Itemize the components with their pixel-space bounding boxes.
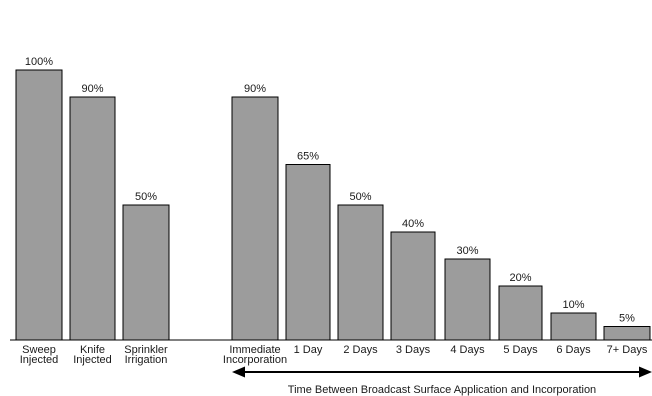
value-label-10: 5% — [619, 313, 635, 325]
bar-6 — [390, 231, 436, 341]
tick-label-2-line-1: Irrigation — [125, 354, 168, 366]
tick-label-7: 4 Days — [450, 344, 485, 356]
tick-label-0-line-1: Injected — [20, 354, 59, 366]
tick-labels-layer: SweepInjectedKnifeInjectedSprinklerIrrig… — [20, 344, 648, 366]
value-label-1: 90% — [81, 83, 103, 95]
value-label-3: 90% — [244, 83, 266, 95]
bar-1 — [69, 96, 116, 341]
tick-label-3-line-0: Immediate — [229, 344, 280, 356]
value-label-0: 100% — [25, 56, 53, 68]
tick-label-1-line-1: Injected — [73, 354, 112, 366]
tick-label-6: 3 Days — [396, 344, 431, 356]
value-label-5: 50% — [349, 191, 371, 203]
tick-label-4: 1 Day — [294, 344, 323, 356]
value-label-6: 40% — [402, 218, 424, 230]
x-axis-label: Time Between Broadcast Surface Applicati… — [288, 384, 596, 396]
bar-10 — [603, 326, 651, 341]
value-label-8: 20% — [509, 272, 531, 284]
tick-label-0-line-0: Sweep — [22, 344, 56, 356]
bar-2 — [122, 204, 170, 341]
bar-0 — [15, 69, 63, 341]
bars-layer — [15, 69, 651, 341]
value-labels-layer: 100% 90% 50% 90% 65% 50% 40% 30% 20% 10% 5% — [25, 56, 635, 325]
bar-9 — [550, 312, 597, 341]
tick-label-2-line-0: Sprinkler — [124, 344, 168, 356]
value-label-2: 50% — [135, 191, 157, 203]
value-label-7: 30% — [456, 245, 478, 257]
arrow-right-head — [639, 366, 652, 378]
bar-7 — [444, 258, 491, 341]
tick-label-5: 2 Days — [343, 344, 378, 356]
bar-4 — [285, 164, 331, 341]
time-range-arrow — [232, 366, 652, 378]
bar-8 — [498, 285, 543, 341]
bar-5 — [337, 204, 384, 341]
value-label-4: 65% — [297, 151, 319, 163]
tick-label-9: 6 Days — [556, 344, 591, 356]
bar-3 — [231, 96, 279, 341]
tick-label-8: 5 Days — [503, 344, 538, 356]
value-label-9: 10% — [562, 299, 584, 311]
tick-label-3-line-1: Incorporation — [223, 354, 287, 366]
tick-label-10: 7+ Days — [607, 344, 648, 356]
arrow-left-head — [232, 366, 245, 378]
tick-label-1-line-0: Knife — [80, 344, 105, 356]
